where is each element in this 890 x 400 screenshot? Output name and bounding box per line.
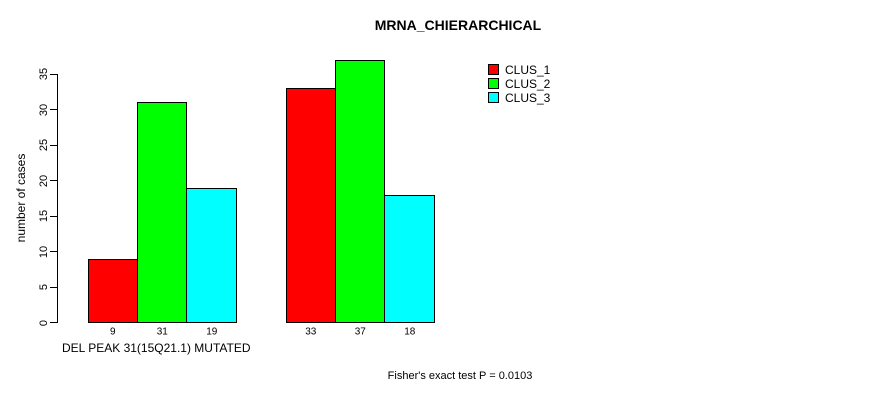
y-tick-label: 5 [38,283,50,291]
y-axis-label: number of cases [14,153,28,243]
y-tick-label: 30 [38,103,50,116]
legend-item-clus_3: CLUS_3 [488,90,551,105]
y-tick-mark [50,215,57,217]
bar-clus_2-group2 [334,59,385,324]
legend-swatch [488,92,499,103]
y-tick-mark [50,109,57,110]
fisher-test-note: Fisher's exact test P = 0.0103 [387,370,533,382]
bar-clus_2-group1 [136,102,187,324]
bar-clus_3-group1 [186,187,237,324]
bar-clus_3-group2 [384,194,435,324]
bar-value-label: 9 [109,326,116,338]
bar-value-label: 37 [354,326,366,338]
bar-value-label: 19 [206,326,218,338]
legend-item-clus_1: CLUS_1 [488,62,551,77]
y-tick-label: 35 [38,67,50,81]
y-tick-mark [50,286,57,288]
legend-label: CLUS_2 [505,76,551,91]
legend-swatch [488,64,499,75]
y-tick-mark [50,180,57,181]
legend: CLUS_1 CLUS_2 CLUS_3 [488,63,550,105]
y-tick-mark [50,251,57,252]
y-tick-label: 0 [38,319,50,326]
bar-clus_1-group2 [286,88,336,324]
legend-label: CLUS_1 [505,62,551,77]
bar-clus_1-group1 [88,258,138,324]
bar-value-label: 18 [404,326,416,338]
legend-label: CLUS_3 [505,90,551,105]
y-tick-mark [50,144,57,146]
y-tick-label: 25 [38,138,50,152]
legend-swatch [488,78,499,89]
bar-value-label: 31 [156,326,168,338]
y-tick-mark [50,322,57,323]
y-tick-label: 15 [38,209,50,223]
bar-value-label: 33 [305,326,317,338]
y-axis-line [57,74,58,323]
y-tick-mark [50,73,57,75]
legend-item-clus_2: CLUS_2 [488,76,551,91]
chart-title: MRNA_CHIERARCHICAL [374,17,542,33]
y-tick-label: 20 [38,174,50,187]
x-axis-label: DEL PEAK 31(15Q21.1) MUTATED [62,341,251,355]
y-tick-label: 10 [38,245,50,258]
